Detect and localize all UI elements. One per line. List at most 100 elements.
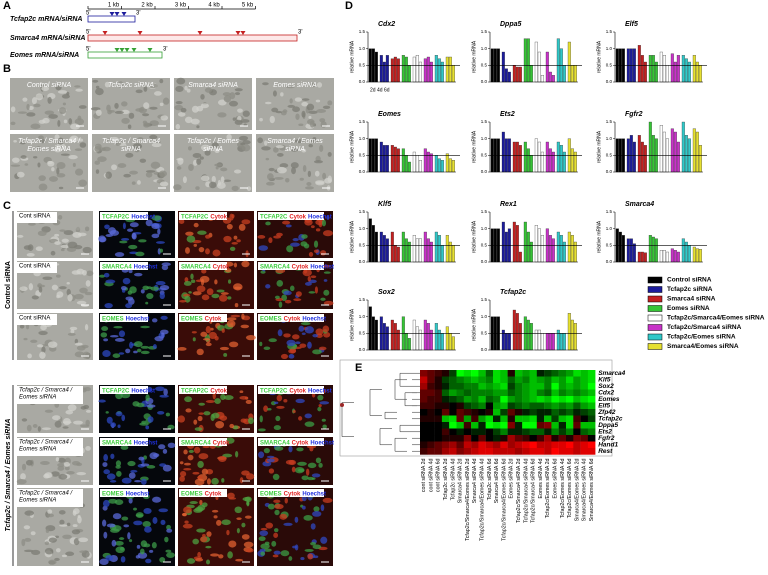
heatmap-cell bbox=[478, 435, 486, 442]
stain-word: SMARCA4 bbox=[102, 264, 132, 270]
cell bbox=[31, 295, 39, 300]
heatmap-cell bbox=[573, 396, 581, 403]
cell bbox=[290, 162, 299, 169]
bar bbox=[379, 141, 383, 173]
cell bbox=[129, 341, 134, 349]
y-tick-label: 0.0 bbox=[481, 169, 488, 174]
cell bbox=[190, 273, 194, 280]
cell bbox=[220, 167, 228, 172]
bar bbox=[440, 61, 444, 83]
cell bbox=[157, 410, 165, 415]
cell bbox=[234, 88, 243, 92]
cell bbox=[276, 280, 284, 287]
heatmap-cell bbox=[485, 402, 494, 410]
cell bbox=[187, 454, 194, 461]
bar bbox=[556, 38, 560, 83]
heatmap-cell bbox=[478, 396, 486, 403]
y-tick-label: 1.5 bbox=[359, 29, 366, 34]
cell bbox=[233, 262, 238, 268]
cell bbox=[155, 280, 166, 286]
cell bbox=[85, 419, 90, 427]
cell bbox=[55, 457, 60, 462]
heatmap-cell bbox=[580, 448, 589, 455]
cell bbox=[32, 424, 38, 428]
label-box bbox=[179, 262, 227, 270]
heatmap-cell bbox=[587, 435, 596, 442]
heatmap-cell bbox=[441, 389, 450, 397]
y-tick-label: 0.0 bbox=[606, 79, 613, 84]
cell bbox=[200, 94, 205, 100]
cell bbox=[56, 161, 66, 169]
y-tick-label: 1.0 bbox=[606, 136, 613, 141]
stain-word: Cytok bbox=[289, 214, 306, 220]
sirna-marker bbox=[240, 31, 246, 35]
cell bbox=[51, 284, 59, 291]
cell bbox=[115, 546, 125, 554]
heatmap-cell bbox=[536, 376, 545, 384]
five-prime: 5' bbox=[86, 11, 90, 17]
heatmap-cell bbox=[485, 370, 494, 377]
stain-label: EOMES Hoechst bbox=[102, 491, 149, 497]
heatmap-cell bbox=[427, 383, 435, 390]
heatmap-cell bbox=[493, 409, 501, 416]
cell bbox=[230, 314, 241, 318]
cell bbox=[114, 338, 125, 342]
cell bbox=[197, 415, 203, 422]
cell bbox=[149, 106, 158, 110]
cell bbox=[216, 519, 222, 526]
cell bbox=[176, 77, 186, 85]
heatmap-cell bbox=[522, 422, 530, 429]
heatmap-cell bbox=[573, 409, 581, 416]
cell bbox=[307, 276, 311, 282]
bar bbox=[626, 238, 630, 263]
cell bbox=[272, 473, 280, 481]
heatmap-cell bbox=[558, 435, 567, 442]
cell bbox=[322, 230, 333, 237]
timepoint-label: 6d bbox=[384, 87, 390, 93]
cell bbox=[105, 279, 116, 284]
y-tick-label: 0.0 bbox=[359, 347, 366, 352]
cell bbox=[161, 264, 169, 271]
cell bbox=[192, 337, 196, 342]
column-label: Eomes siRNA 4d bbox=[538, 458, 544, 498]
cell bbox=[106, 473, 116, 480]
bar bbox=[426, 151, 430, 173]
cell bbox=[211, 142, 219, 148]
cell bbox=[141, 113, 150, 117]
panel-label: E bbox=[355, 362, 362, 374]
cell bbox=[297, 461, 307, 466]
cell bbox=[102, 350, 111, 358]
cell bbox=[221, 519, 231, 526]
cell bbox=[59, 524, 68, 527]
cell bbox=[118, 330, 126, 338]
sirna-marker bbox=[147, 48, 153, 52]
bar bbox=[404, 155, 408, 173]
heatmap-cell bbox=[580, 376, 589, 384]
cell bbox=[265, 284, 271, 289]
bar bbox=[407, 65, 411, 83]
heatmap-cell bbox=[573, 428, 581, 436]
bar bbox=[537, 329, 541, 351]
cell bbox=[226, 317, 237, 321]
cell bbox=[194, 427, 203, 431]
heatmap-cell bbox=[507, 448, 516, 455]
bar bbox=[629, 135, 633, 173]
cell bbox=[52, 415, 61, 421]
cell bbox=[282, 220, 291, 225]
cell bbox=[64, 465, 70, 471]
heatmap-cell bbox=[471, 370, 479, 377]
bar bbox=[665, 251, 669, 263]
heatmap-frame bbox=[339, 359, 613, 457]
cell bbox=[163, 388, 168, 396]
cell bbox=[38, 175, 46, 182]
bar bbox=[523, 141, 527, 173]
cell bbox=[140, 350, 150, 355]
image-label: Cont siRNA bbox=[19, 214, 50, 220]
bar bbox=[681, 238, 685, 263]
column-label: Smarca4/Eomes siRNA 4d bbox=[582, 458, 588, 521]
column-label: Tcfap2c/Eomes siRNA 6d bbox=[567, 458, 573, 518]
cell bbox=[326, 215, 330, 220]
bar bbox=[393, 323, 397, 351]
cell bbox=[31, 97, 37, 105]
heatmap-cell bbox=[456, 409, 464, 416]
